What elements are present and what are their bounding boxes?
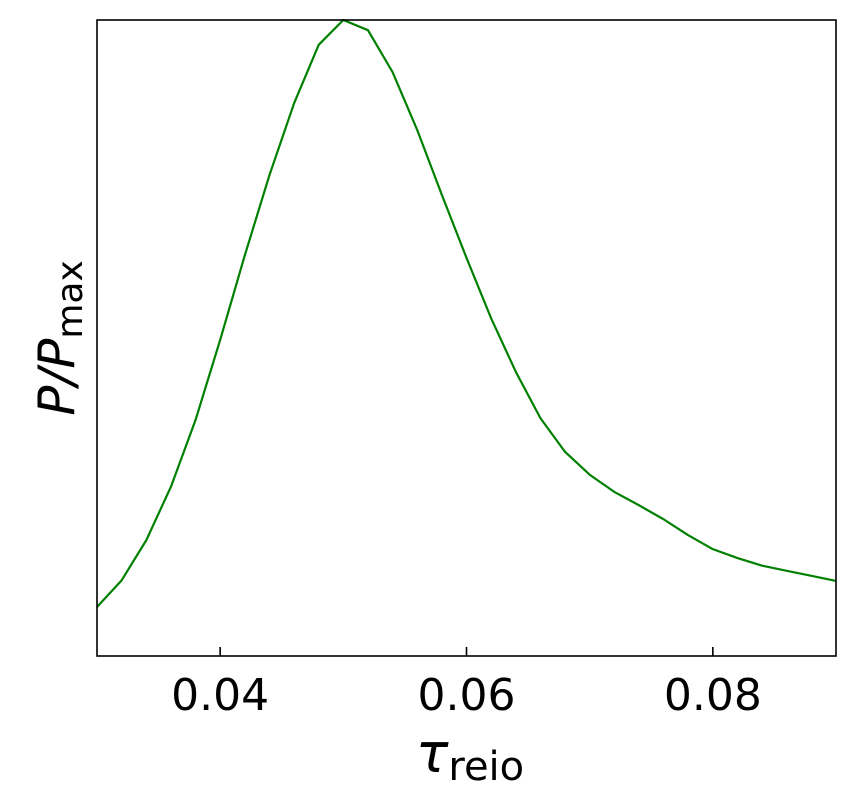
axes-frame <box>96 19 837 657</box>
y-axis-label: P/Pmax <box>28 260 91 416</box>
x-tick-label: 0.04 <box>171 670 269 721</box>
x-axis-label: τreio <box>416 722 524 790</box>
x-tick-label: 0.06 <box>418 670 516 721</box>
plot-area <box>97 19 837 608</box>
x-tick-label: 0.08 <box>664 670 762 721</box>
y-label-main: P/P <box>28 338 86 416</box>
x-label-subscript: reio <box>448 744 524 790</box>
x-label-symbol: τ <box>416 722 449 785</box>
line-series <box>97 19 837 608</box>
y-label-subscript: max <box>50 260 91 338</box>
